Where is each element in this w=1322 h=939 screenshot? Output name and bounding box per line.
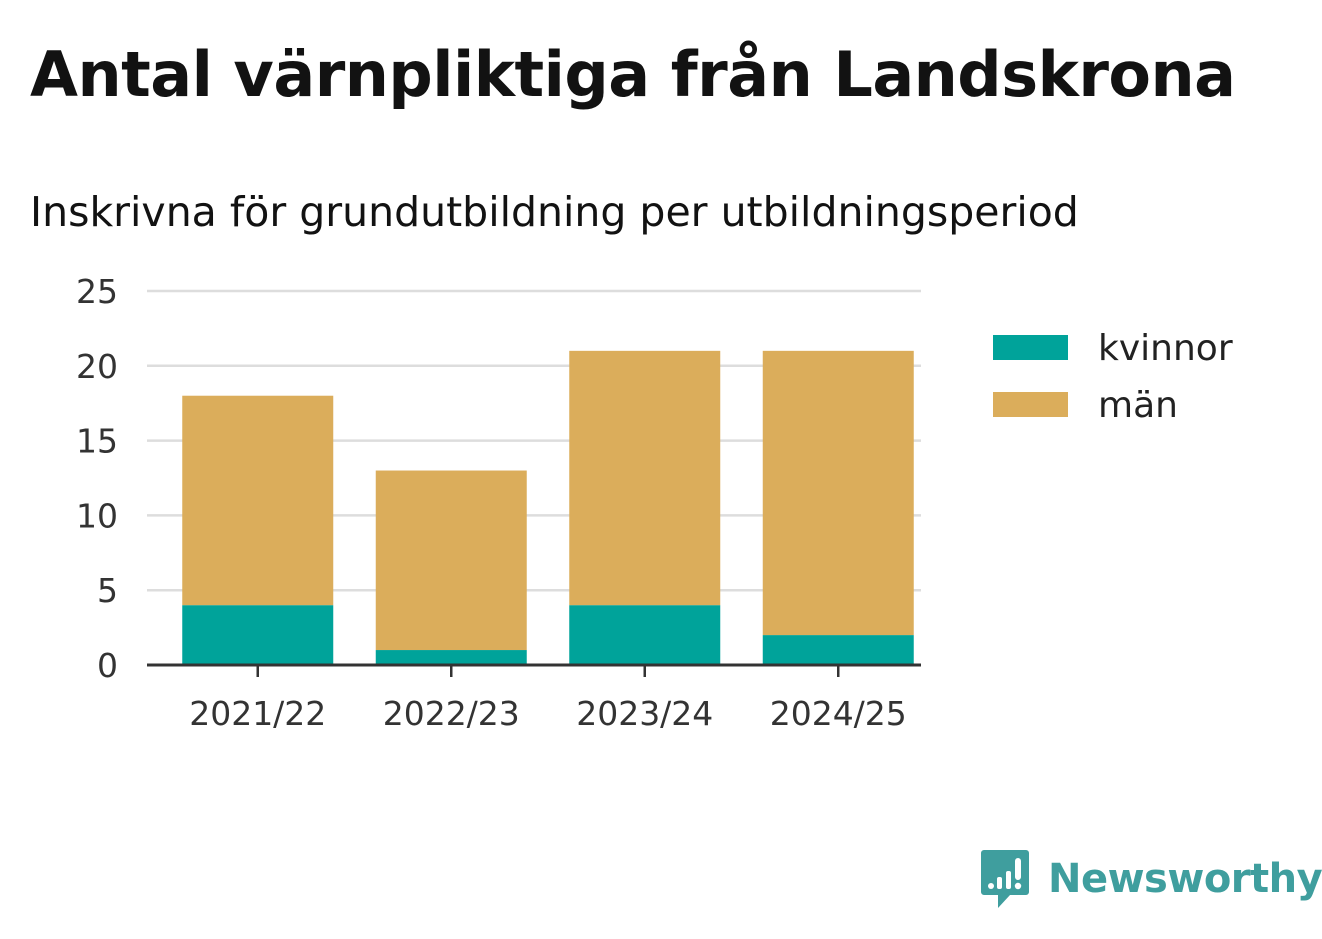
y-tick-label: 15 xyxy=(76,422,118,461)
bar-kvinnor-2022-23 xyxy=(375,650,527,665)
legend-swatch-kvinnor xyxy=(993,335,1068,360)
x-tick-label: 2022/23 xyxy=(383,694,520,733)
x-axis: 2021/22 2022/23 2023/24 2024/25 xyxy=(147,663,921,733)
legend-label-män: män xyxy=(1098,385,1178,426)
bars xyxy=(182,350,914,665)
bar-män-2023-24 xyxy=(569,350,721,606)
y-tick-label: 0 xyxy=(97,646,118,685)
y-tick-label: 5 xyxy=(97,571,118,610)
chart-title: Antal värnpliktiga från Landskrona xyxy=(30,38,1236,111)
newsworthy-logo: Newsworthy xyxy=(980,848,1322,910)
legend-swatch-män xyxy=(993,392,1068,417)
bar-kvinnor-2023-24 xyxy=(569,605,721,665)
x-tick-label: 2021/22 xyxy=(189,694,326,733)
y-tick-label: 20 xyxy=(76,347,118,386)
y-tick-label: 10 xyxy=(76,496,118,535)
chart-subtitle: Inskrivna för grundutbildning per utbild… xyxy=(30,188,1079,236)
bar-män-2022-23 xyxy=(375,470,527,651)
x-tick-label: 2024/25 xyxy=(770,694,907,733)
y-tick-label: 25 xyxy=(76,272,118,311)
y-axis-ticks: 0 5 10 15 20 25 xyxy=(76,272,118,685)
logo-text: Newsworthy xyxy=(1048,856,1322,902)
bar-män-2021-22 xyxy=(182,395,334,606)
legend-label-kvinnor: kvinnor xyxy=(1098,328,1233,369)
bar-män-2024-25 xyxy=(762,350,914,636)
legend: kvinnor män xyxy=(993,328,1233,426)
bar-kvinnor-2024-25 xyxy=(762,635,914,665)
newsworthy-logo-icon xyxy=(981,850,1029,908)
bar-kvinnor-2021-22 xyxy=(182,605,334,665)
x-tick-label: 2023/24 xyxy=(576,694,713,733)
